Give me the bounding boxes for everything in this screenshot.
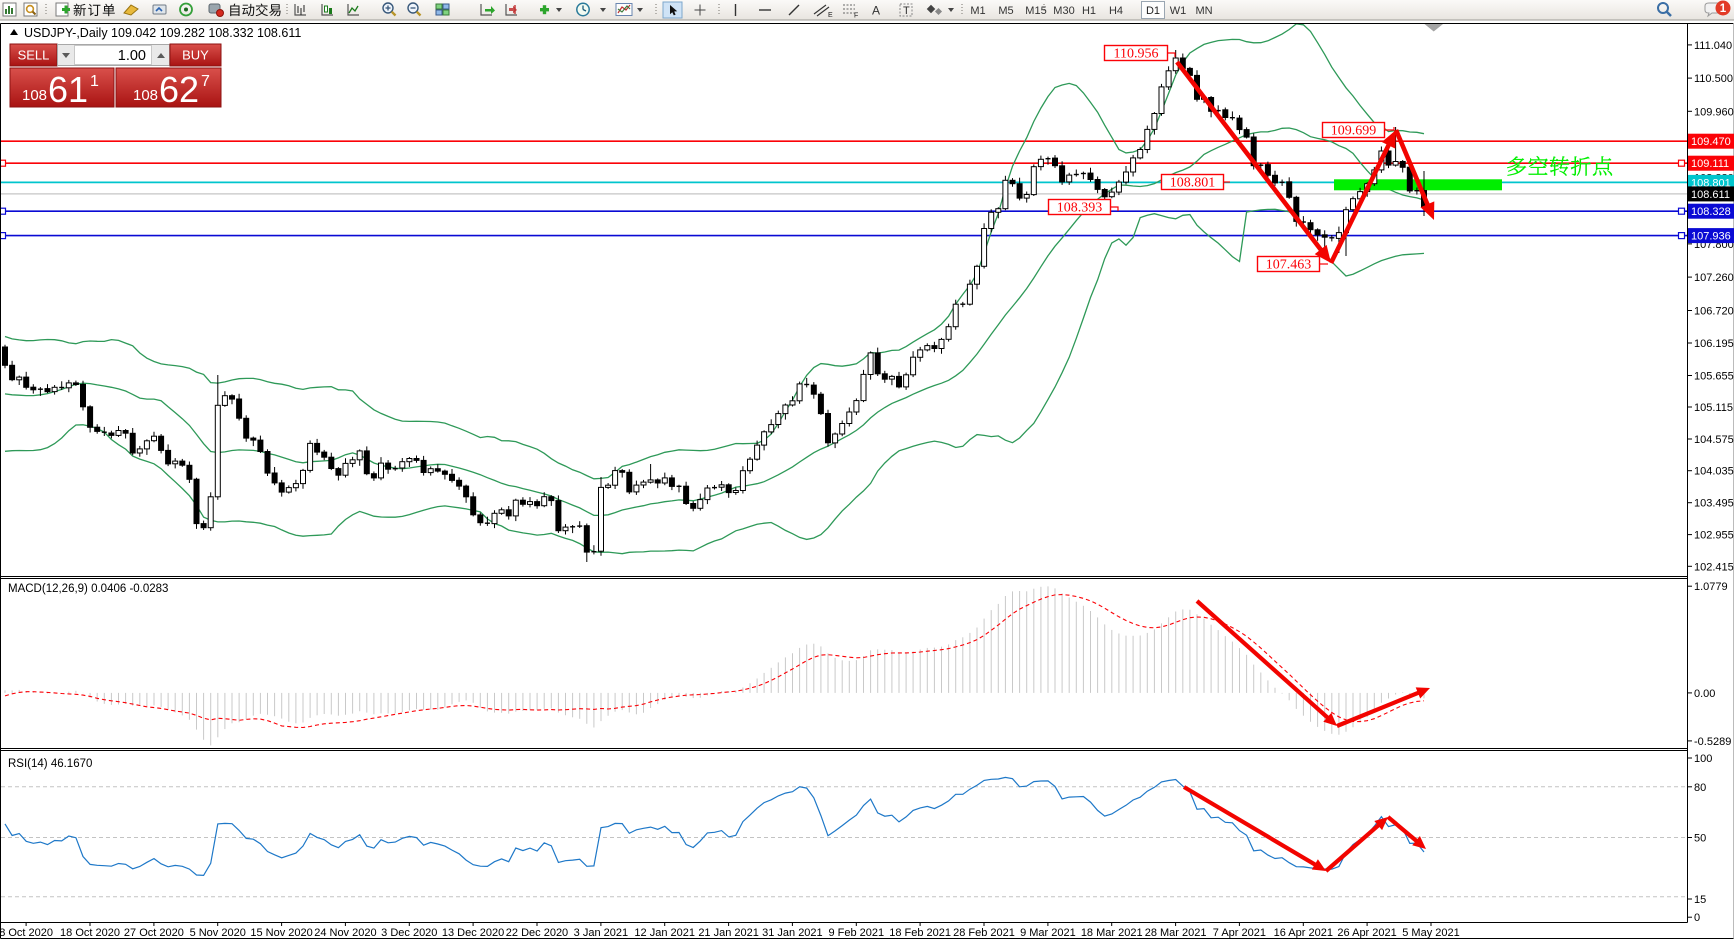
svg-text:104.035: 104.035 — [1694, 466, 1734, 478]
svg-text:8 Oct 2020: 8 Oct 2020 — [0, 927, 53, 939]
svg-text:USDJPY-,Daily 109.042 109.282: USDJPY-,Daily 109.042 109.282 108.332 10… — [24, 26, 301, 40]
svg-text:7 Apr 2021: 7 Apr 2021 — [1213, 927, 1266, 939]
svg-text:1.0779: 1.0779 — [1694, 581, 1728, 593]
svg-text:104.575: 104.575 — [1694, 434, 1734, 446]
svg-text:9 Mar 2021: 9 Mar 2021 — [1020, 927, 1076, 939]
svg-text:106.195: 106.195 — [1694, 338, 1734, 350]
svg-text:MACD(12,26,9) 0.0406 -0.0283: MACD(12,26,9) 0.0406 -0.0283 — [8, 583, 168, 595]
svg-text:108: 108 — [22, 87, 47, 104]
svg-text:MN: MN — [1195, 5, 1212, 17]
svg-text:21 Jan 2021: 21 Jan 2021 — [698, 927, 759, 939]
svg-text:24 Nov 2020: 24 Nov 2020 — [314, 927, 376, 939]
svg-text:26 Apr 2021: 26 Apr 2021 — [1337, 927, 1396, 939]
svg-text:1: 1 — [1720, 3, 1727, 15]
svg-text:61: 61 — [48, 69, 88, 110]
svg-text:100: 100 — [1694, 753, 1712, 765]
svg-text:M5: M5 — [998, 5, 1013, 17]
svg-text:107.260: 107.260 — [1694, 272, 1734, 284]
svg-text:12 Jan 2021: 12 Jan 2021 — [634, 927, 695, 939]
svg-text:13 Dec 2020: 13 Dec 2020 — [442, 927, 504, 939]
svg-text:108.328: 108.328 — [1691, 206, 1731, 218]
svg-text:107.936: 107.936 — [1691, 231, 1731, 243]
svg-text:A: A — [872, 4, 880, 18]
svg-text:111.040: 111.040 — [1694, 40, 1732, 52]
svg-text:D1: D1 — [1146, 5, 1160, 17]
svg-text:1: 1 — [90, 73, 99, 90]
svg-text:102.955: 102.955 — [1694, 530, 1734, 542]
svg-text:18 Mar 2021: 18 Mar 2021 — [1081, 927, 1143, 939]
svg-text:103.495: 103.495 — [1694, 498, 1734, 510]
svg-text:W1: W1 — [1170, 5, 1187, 17]
svg-text:80: 80 — [1694, 782, 1706, 794]
svg-text:SELL: SELL — [18, 48, 50, 63]
svg-text:15 Nov 2020: 15 Nov 2020 — [250, 927, 312, 939]
svg-text:110.956: 110.956 — [1114, 47, 1159, 62]
svg-text:F: F — [854, 13, 858, 20]
svg-text:0: 0 — [1694, 912, 1700, 924]
svg-text:107.463: 107.463 — [1266, 258, 1312, 273]
svg-text:31 Jan 2021: 31 Jan 2021 — [762, 927, 823, 939]
svg-text:18 Feb 2021: 18 Feb 2021 — [889, 927, 951, 939]
svg-text:T: T — [903, 5, 910, 17]
svg-text:102.415: 102.415 — [1694, 561, 1734, 573]
svg-text:RSI(14) 46.1670: RSI(14) 46.1670 — [8, 758, 92, 770]
svg-text:E: E — [828, 12, 833, 19]
svg-text:M30: M30 — [1053, 5, 1074, 17]
svg-text:109.960: 109.960 — [1694, 106, 1734, 118]
svg-text:M1: M1 — [970, 5, 985, 17]
svg-text:3 Dec 2020: 3 Dec 2020 — [381, 927, 437, 939]
svg-text:18 Oct 2020: 18 Oct 2020 — [60, 927, 120, 939]
svg-text:5 Nov 2020: 5 Nov 2020 — [190, 927, 246, 939]
svg-text:1.00: 1.00 — [118, 48, 146, 64]
svg-text:108.393: 108.393 — [1057, 201, 1103, 216]
svg-text:3 Jan 2021: 3 Jan 2021 — [574, 927, 628, 939]
svg-text:H1: H1 — [1082, 5, 1096, 17]
svg-text:50: 50 — [1694, 833, 1706, 845]
svg-text:7: 7 — [201, 73, 210, 90]
svg-text:16 Apr 2021: 16 Apr 2021 — [1274, 927, 1333, 939]
svg-text:109.111: 109.111 — [1691, 158, 1729, 170]
svg-text:9 Feb 2021: 9 Feb 2021 — [828, 927, 884, 939]
svg-text:105.655: 105.655 — [1694, 371, 1734, 383]
svg-text:0.00: 0.00 — [1694, 688, 1715, 700]
svg-text:-0.5289: -0.5289 — [1694, 736, 1731, 748]
svg-text:5 May 2021: 5 May 2021 — [1402, 927, 1459, 939]
svg-text:M15: M15 — [1025, 5, 1046, 17]
svg-text:105.115: 105.115 — [1694, 402, 1733, 414]
svg-text:62: 62 — [159, 69, 199, 110]
svg-text:108.611: 108.611 — [1691, 189, 1730, 201]
svg-text:109.470: 109.470 — [1691, 136, 1731, 148]
svg-text:108.801: 108.801 — [1170, 176, 1216, 191]
svg-text:110.500: 110.500 — [1694, 73, 1733, 85]
svg-text:28 Feb 2021: 28 Feb 2021 — [953, 927, 1015, 939]
svg-text:15: 15 — [1694, 894, 1706, 906]
svg-text:109.699: 109.699 — [1331, 124, 1377, 139]
svg-text:106.720: 106.720 — [1694, 306, 1734, 318]
svg-text:H4: H4 — [1109, 5, 1123, 17]
svg-text:22 Dec 2020: 22 Dec 2020 — [506, 927, 568, 939]
svg-text:BUY: BUY — [182, 48, 209, 63]
svg-text:28 Mar 2021: 28 Mar 2021 — [1145, 927, 1207, 939]
svg-text:27 Oct 2020: 27 Oct 2020 — [124, 927, 184, 939]
svg-text:108: 108 — [133, 87, 158, 104]
